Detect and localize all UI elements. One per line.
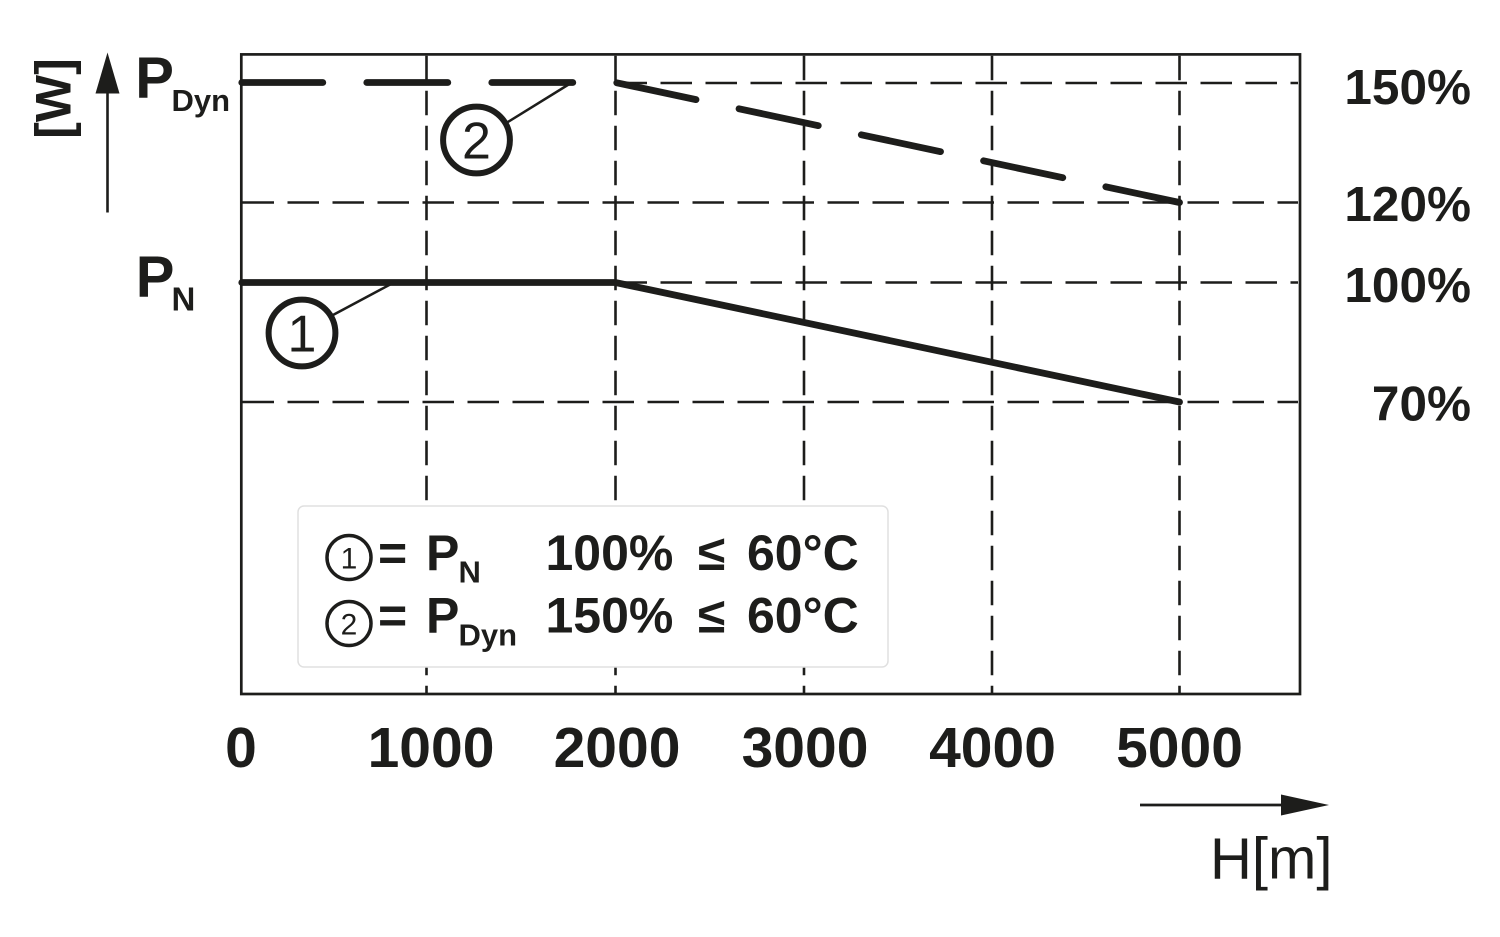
svg-text:P: P: [426, 588, 459, 644]
svg-text:60°C: 60°C: [747, 525, 859, 581]
svg-text:=: =: [378, 525, 407, 581]
svg-text:[W]: [W]: [26, 58, 82, 139]
svg-text:H[m]: H[m]: [1210, 827, 1332, 892]
svg-text:1: 1: [341, 542, 358, 575]
svg-text:4000: 4000: [929, 716, 1056, 780]
svg-text:150%: 150%: [546, 588, 674, 644]
svg-text:=: =: [378, 588, 407, 644]
svg-text:P: P: [136, 245, 175, 310]
svg-text:1: 1: [288, 306, 317, 364]
svg-text:≤: ≤: [698, 588, 725, 644]
svg-text:0: 0: [225, 716, 257, 780]
svg-text:100%: 100%: [546, 525, 674, 581]
svg-text:≤: ≤: [698, 525, 725, 581]
svg-text:N: N: [459, 555, 481, 590]
svg-text:150%: 150%: [1344, 60, 1471, 115]
svg-text:3000: 3000: [742, 716, 869, 780]
svg-text:Dyn: Dyn: [459, 618, 518, 653]
svg-text:Dyn: Dyn: [172, 83, 231, 118]
svg-text:60°C: 60°C: [747, 588, 859, 644]
svg-text:5000: 5000: [1116, 716, 1243, 780]
svg-text:2: 2: [462, 113, 491, 171]
svg-text:N: N: [172, 281, 196, 318]
svg-text:P: P: [135, 46, 174, 111]
svg-text:100%: 100%: [1344, 258, 1471, 313]
svg-text:70%: 70%: [1372, 377, 1471, 432]
svg-text:P: P: [426, 525, 459, 581]
svg-text:2: 2: [341, 608, 358, 641]
svg-text:120%: 120%: [1344, 177, 1471, 232]
svg-text:2000: 2000: [554, 716, 681, 780]
svg-text:1000: 1000: [368, 716, 495, 780]
